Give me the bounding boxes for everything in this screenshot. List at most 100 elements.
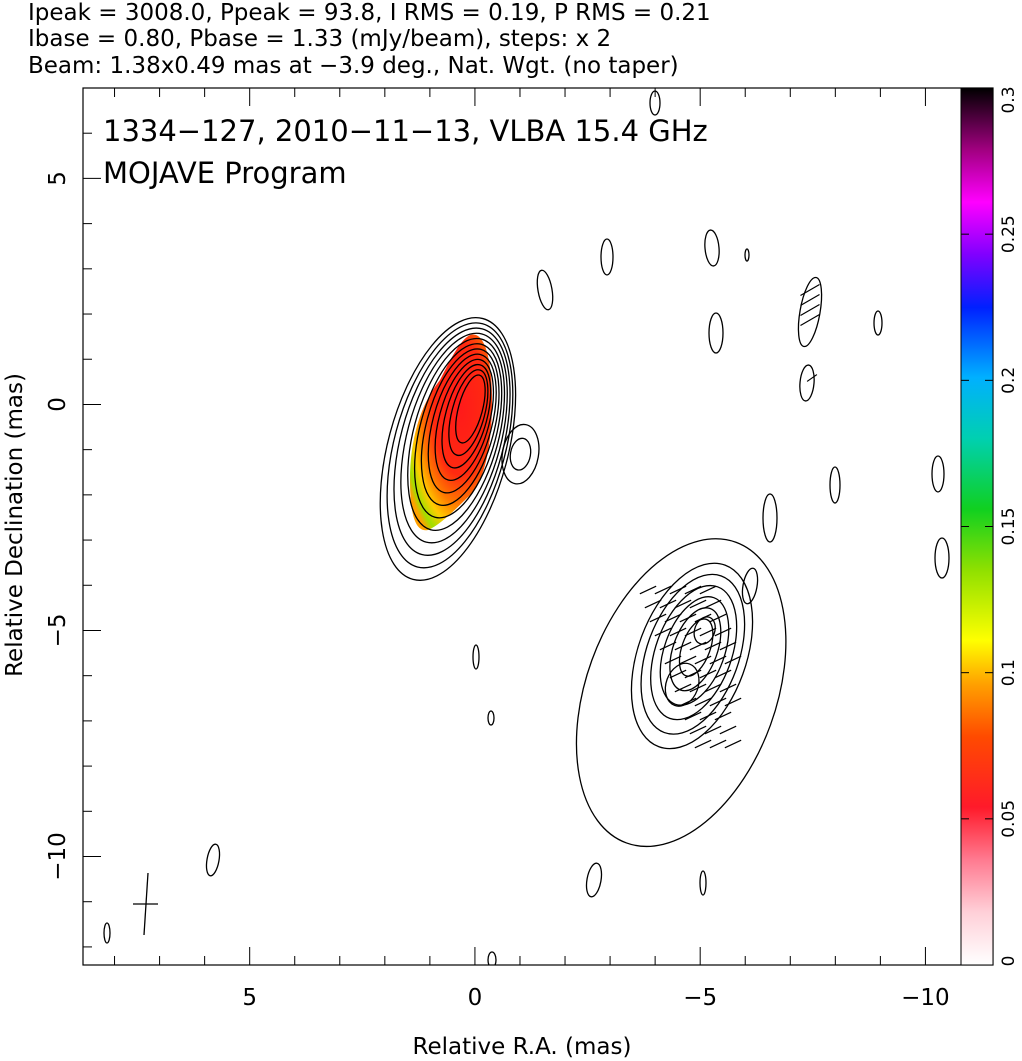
x-tick-label: −10 <box>901 985 950 1011</box>
isolated-contour <box>600 238 614 276</box>
polarization-vector <box>714 711 732 721</box>
jet-contour <box>630 562 754 750</box>
polarization-vector <box>704 683 722 693</box>
polarization-vector <box>664 655 682 665</box>
polarization-vector <box>639 585 657 595</box>
polarization-vector <box>699 585 717 595</box>
polarization-vector <box>704 725 722 735</box>
jet-contour <box>659 596 730 706</box>
isolated-contour <box>741 567 759 605</box>
polarization-vector <box>649 613 667 623</box>
polarization-vector <box>694 739 712 749</box>
polarization-region <box>410 334 492 531</box>
polarization-vector <box>679 613 697 623</box>
polarization-vector <box>644 599 662 609</box>
polarization-vector <box>719 641 737 651</box>
polarization-vector <box>679 697 697 707</box>
polarization-vector <box>674 641 692 651</box>
polarization-vector <box>709 613 727 623</box>
y-tick-label: −10 <box>45 832 71 881</box>
polarization-vector <box>704 641 722 651</box>
header-line-1: Ipeak = 3008.0, Ppeak = 93.8, I RMS = 0.… <box>28 0 711 26</box>
core-contour <box>379 316 517 581</box>
core-contour <box>420 348 500 507</box>
polarization-vector <box>674 599 692 609</box>
x-axis-label: Relative R.A. (mas) <box>413 1034 632 1060</box>
colorbar-tick-label: 0 <box>999 956 1019 967</box>
polarization-vector <box>684 627 702 637</box>
polarization-vector <box>699 669 717 679</box>
polarization-vector <box>684 711 702 721</box>
program-label: MOJAVE Program <box>103 156 347 190</box>
x-tick-label: −5 <box>683 985 717 1011</box>
jet-contour <box>678 618 714 677</box>
polarization-vector <box>684 585 702 595</box>
y-tick-label: 0 <box>45 397 71 412</box>
colorbar-tick-label: 0.1 <box>999 659 1019 686</box>
jet-knot-contour <box>664 662 700 707</box>
polarization-vector <box>699 711 717 721</box>
y-axis-ticks: 5 0 −5 −10 <box>45 132 993 948</box>
x-tick-label: 5 <box>242 985 257 1011</box>
polarization-vector <box>719 683 737 693</box>
header-line-2: Ibase = 0.80, Pbase = 1.33 (mJy/beam), s… <box>28 26 611 52</box>
isolated-contour <box>704 229 720 267</box>
core-contour <box>386 322 514 569</box>
polarization-vector <box>714 627 732 637</box>
core-knot-contour <box>509 437 532 471</box>
polarization-vector <box>694 697 712 707</box>
y-axis-label: Relative Declination (mas) <box>2 373 28 677</box>
polarization-vector <box>694 613 712 623</box>
isolated-contour <box>799 364 815 402</box>
polarization-vector <box>800 293 820 307</box>
polarization-vector <box>689 641 707 651</box>
isolated-contour <box>536 269 554 311</box>
jet-contour <box>669 607 722 692</box>
polarization-vector <box>800 283 820 297</box>
polarization-vector <box>714 669 732 679</box>
polarization-vector <box>689 725 707 735</box>
core-knot-contour <box>501 423 540 485</box>
polarization-vector <box>664 613 682 623</box>
isolated-contour <box>699 870 707 896</box>
polarization-vector <box>669 585 687 595</box>
colorbar-tick-label: 0.3 <box>999 86 1019 113</box>
colorbar-tick-label: 0.15 <box>999 508 1019 546</box>
isolated-contour <box>931 455 945 493</box>
core-contour <box>413 343 503 519</box>
isolated-contour <box>487 951 497 965</box>
polarization-vector <box>709 739 727 749</box>
isolated-contour <box>873 310 883 336</box>
contour-layer <box>103 90 950 965</box>
polarization-vector <box>806 374 818 382</box>
isolated-contour <box>708 312 724 354</box>
polarization-vector <box>724 697 742 707</box>
core-contour <box>407 337 506 531</box>
polarization-vector <box>669 669 687 679</box>
core-contour <box>448 369 489 457</box>
polarization-vector <box>674 683 692 693</box>
y-tick-label: −5 <box>45 614 71 648</box>
isolated-contour <box>487 710 495 726</box>
polarization-vector <box>659 599 677 609</box>
colorbar-tick-label: 0.25 <box>999 215 1019 253</box>
core-contour <box>455 374 486 444</box>
beam-marker <box>133 872 158 936</box>
polarization-vector <box>659 641 677 651</box>
polarization-vector <box>684 669 702 679</box>
polarization-vector <box>704 599 722 609</box>
isolated-contour <box>744 248 750 262</box>
x-tick-label: 0 <box>468 985 483 1011</box>
jet-contour <box>640 573 746 735</box>
polarization-vector <box>694 655 712 665</box>
core-contour <box>400 332 508 544</box>
y-tick-label: 5 <box>45 171 71 186</box>
polarization-vector <box>679 655 697 665</box>
polarization-vector <box>800 303 820 317</box>
jet-contour <box>650 584 738 721</box>
polarization-vector <box>709 655 727 665</box>
polarization-vector <box>800 313 820 327</box>
isolated-contour <box>829 466 841 504</box>
polarization-vector <box>699 627 717 637</box>
